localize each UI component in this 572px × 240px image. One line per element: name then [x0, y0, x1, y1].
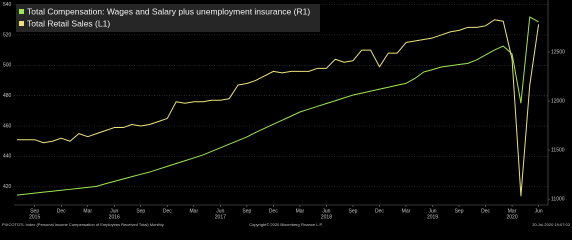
y2-tick-label: 11000 — [551, 196, 565, 202]
y2-tick-label: 12000 — [551, 98, 565, 104]
x-year-label: 2020 — [507, 214, 518, 220]
y-tick-label: 480 — [3, 93, 12, 99]
series-line — [17, 19, 540, 197]
footer-right: 20-Jul-2020 19:07:02 — [532, 222, 571, 227]
y-tick-label: 420 — [3, 184, 12, 190]
x-tick-label: Mar — [190, 208, 199, 214]
y2-tick-label: 12500 — [551, 49, 565, 55]
legend-box — [16, 4, 320, 32]
legend-swatch — [19, 9, 24, 14]
x-year-label: 2015 — [29, 214, 40, 220]
x-tick-label: Mar — [296, 208, 305, 214]
y-tick-label: 440 — [3, 154, 12, 160]
x-tick-label: Jun — [110, 208, 118, 214]
x-tick-label: Mar — [402, 208, 411, 214]
x-tick-label: Mar — [83, 208, 92, 214]
series-line — [16, 16, 539, 196]
x-tick-label: Mar — [508, 208, 517, 214]
legend-swatch — [19, 21, 24, 26]
x-tick-label: Dec — [269, 208, 278, 214]
x-tick-label: Jun — [535, 208, 543, 214]
x-tick-label: Dec — [57, 208, 66, 214]
x-tick-label: Sep — [30, 208, 39, 214]
legend-label: Total Compensation: Wages and Salary plu… — [27, 6, 310, 16]
x-tick-label: Jun — [322, 208, 330, 214]
x-tick-label: Sep — [136, 208, 145, 214]
footer-center: Copyright© 2020 Bloomberg Finance L.P. — [249, 222, 323, 227]
background — [0, 0, 572, 228]
x-tick-label: Dec — [481, 208, 490, 214]
x-tick-label: Sep — [455, 208, 464, 214]
x-year-label: 2017 — [215, 214, 226, 220]
y-tick-label: 460 — [3, 123, 12, 129]
x-tick-label: Jun — [216, 208, 224, 214]
footer-left: PIXCOTOTL Index (Personal Income Compens… — [2, 222, 164, 227]
y-tick-label: 500 — [3, 63, 12, 69]
x-tick-label: Jun — [428, 208, 436, 214]
x-tick-label: Sep — [348, 208, 357, 214]
x-tick-label: Sep — [242, 208, 251, 214]
chart: PIXCOTOTL Index (Personal Income Compens… — [0, 0, 572, 228]
x-tick-label: Dec — [375, 208, 384, 214]
y-tick-label: 540 — [3, 2, 12, 8]
x-year-label: 2018 — [321, 214, 332, 220]
x-tick-label: Dec — [163, 208, 172, 214]
y-tick-label: 520 — [3, 32, 12, 38]
y2-tick-label: 11500 — [551, 147, 565, 153]
x-year-label: 2019 — [427, 214, 438, 220]
x-year-label: 2016 — [109, 214, 120, 220]
legend-label: Total Retail Sales (L1) — [27, 18, 110, 28]
